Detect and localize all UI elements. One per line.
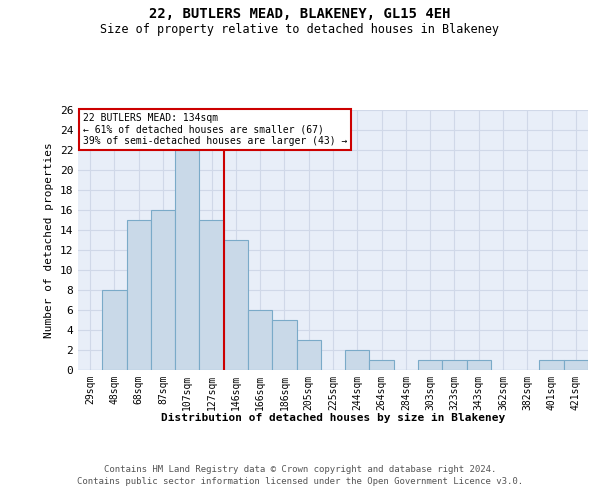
Bar — [442, 360, 467, 370]
Bar — [418, 360, 442, 370]
Bar — [370, 360, 394, 370]
Bar — [345, 350, 370, 370]
Text: Distribution of detached houses by size in Blakeney: Distribution of detached houses by size … — [161, 412, 505, 422]
Text: 22, BUTLERS MEAD, BLAKENEY, GL15 4EH: 22, BUTLERS MEAD, BLAKENEY, GL15 4EH — [149, 8, 451, 22]
Text: Contains HM Land Registry data © Crown copyright and database right 2024.: Contains HM Land Registry data © Crown c… — [104, 465, 496, 474]
Bar — [199, 220, 224, 370]
Bar — [175, 150, 199, 370]
Bar — [151, 210, 175, 370]
Text: 22 BUTLERS MEAD: 134sqm
← 61% of detached houses are smaller (67)
39% of semi-de: 22 BUTLERS MEAD: 134sqm ← 61% of detache… — [83, 112, 347, 146]
Bar — [224, 240, 248, 370]
Bar — [296, 340, 321, 370]
Text: Contains public sector information licensed under the Open Government Licence v3: Contains public sector information licen… — [77, 478, 523, 486]
Bar — [539, 360, 564, 370]
Bar — [248, 310, 272, 370]
Bar — [467, 360, 491, 370]
Bar — [127, 220, 151, 370]
Bar — [564, 360, 588, 370]
Text: Size of property relative to detached houses in Blakeney: Size of property relative to detached ho… — [101, 22, 499, 36]
Bar — [272, 320, 296, 370]
Bar — [102, 290, 127, 370]
Y-axis label: Number of detached properties: Number of detached properties — [44, 142, 54, 338]
